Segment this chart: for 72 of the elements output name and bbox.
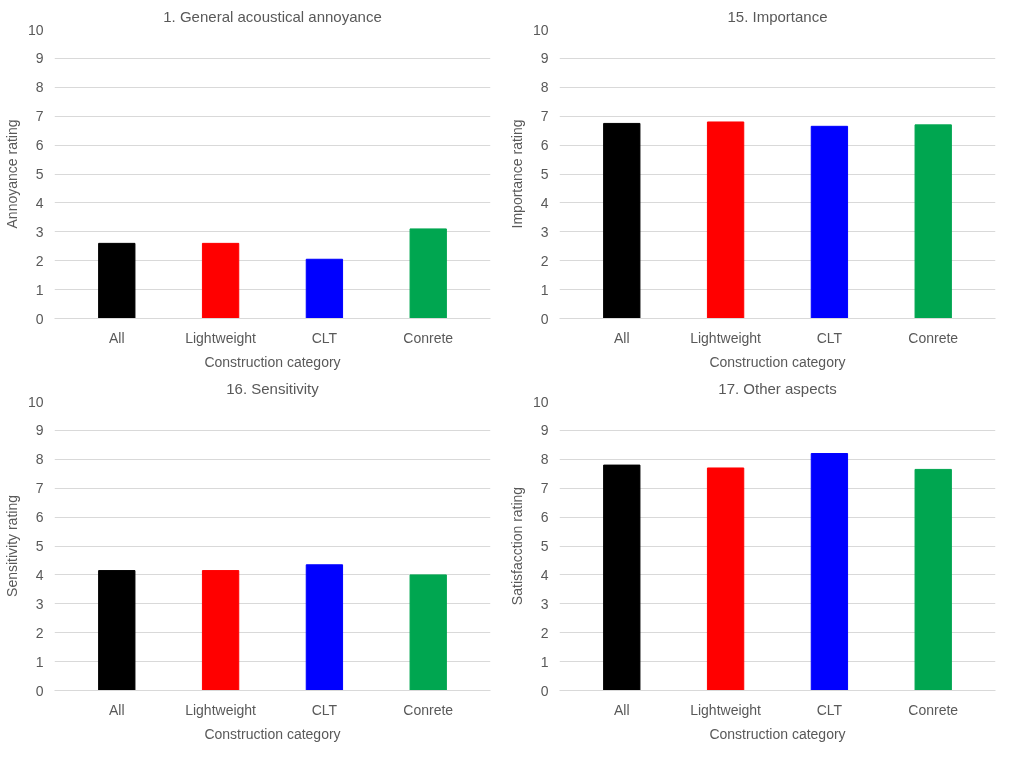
y-tick-label: 10 (532, 21, 549, 38)
x-tick-label: All (614, 329, 630, 346)
y-tick-label: 8 (35, 79, 44, 96)
y-tick-label: 9 (35, 50, 44, 67)
y-tick-label: 1 (35, 653, 44, 670)
y-tick-label: 0 (35, 682, 44, 699)
y-axis-title: Importance rating (508, 119, 525, 229)
y-tick-label: 2 (35, 624, 44, 641)
x-axis-title: Construction category (709, 353, 846, 370)
y-tick-label: 2 (540, 624, 549, 641)
x-axis-title: Construction category (204, 725, 341, 742)
y-tick-label: 0 (540, 682, 549, 699)
y-tick-label: 8 (540, 79, 549, 96)
y-tick-label: 1 (540, 653, 549, 670)
y-tick-label: 5 (35, 538, 44, 554)
chart-title: 15. Importance (727, 7, 828, 25)
y-tick-label: 1 (35, 281, 44, 298)
x-tick-label: Conrete (908, 701, 959, 718)
x-axis-title: Construction category (709, 725, 846, 742)
y-tick-label: 5 (540, 166, 549, 182)
y-tick-label: 3 (540, 595, 549, 612)
y-tick-label: 2 (540, 252, 549, 269)
y-tick-label: 10 (27, 21, 44, 38)
y-tick-label: 9 (540, 50, 549, 67)
y-tick-label: 4 (35, 566, 44, 583)
y-tick-label: 8 (540, 451, 549, 468)
x-tick-label: Conrete (403, 329, 454, 346)
y-tick-label: 3 (35, 595, 44, 612)
x-tick-label: All (109, 329, 125, 346)
x-tick-label: Lightweight (690, 701, 762, 718)
y-tick-label: 8 (35, 451, 44, 468)
chart-title: 17. Other aspects (718, 379, 837, 397)
x-tick-label: All (109, 701, 125, 718)
y-tick-label: 2 (35, 252, 44, 269)
x-tick-label: CLT (816, 701, 843, 718)
x-tick-label: Lightweight (185, 329, 257, 346)
y-tick-label: 3 (35, 223, 44, 240)
y-tick-label: 5 (540, 538, 549, 554)
y-axis-title: Annoyance rating (3, 119, 20, 229)
y-tick-label: 9 (540, 422, 549, 439)
x-tick-label: Lightweight (185, 701, 257, 718)
y-tick-label: 4 (540, 566, 549, 583)
y-tick-label: 10 (27, 393, 44, 410)
y-tick-label: 6 (35, 509, 44, 526)
x-tick-label: CLT (816, 329, 843, 346)
y-tick-label: 5 (35, 166, 44, 182)
y-tick-label: 10 (532, 393, 549, 410)
x-tick-label: CLT (311, 329, 338, 346)
x-tick-label: Conrete (403, 701, 454, 718)
y-tick-label: 9 (35, 422, 44, 439)
y-tick-label: 6 (540, 509, 549, 526)
y-axis-title: Sensitivity rating (3, 495, 20, 597)
y-tick-label: 6 (540, 137, 549, 154)
y-tick-label: 6 (35, 137, 44, 154)
y-tick-label: 4 (540, 194, 549, 211)
x-tick-label: CLT (311, 701, 338, 718)
y-tick-label: 7 (540, 108, 549, 125)
y-tick-label: 0 (35, 310, 44, 327)
y-tick-label: 0 (540, 310, 549, 327)
y-tick-label: 7 (35, 108, 44, 125)
x-axis-title: Construction category (204, 353, 341, 370)
y-tick-label: 1 (540, 281, 549, 298)
y-tick-label: 7 (540, 480, 549, 497)
x-tick-label: Lightweight (690, 329, 762, 346)
chart-title: 1. General acoustical annoyance (163, 7, 382, 25)
y-tick-label: 7 (35, 480, 44, 497)
x-tick-label: Conrete (908, 329, 959, 346)
x-tick-label: All (614, 701, 630, 718)
y-tick-label: 3 (540, 223, 549, 240)
y-tick-label: 4 (35, 194, 44, 211)
y-axis-title: Satisfacction rating (508, 486, 525, 606)
chart-title: 16. Sensitivity (226, 379, 320, 397)
